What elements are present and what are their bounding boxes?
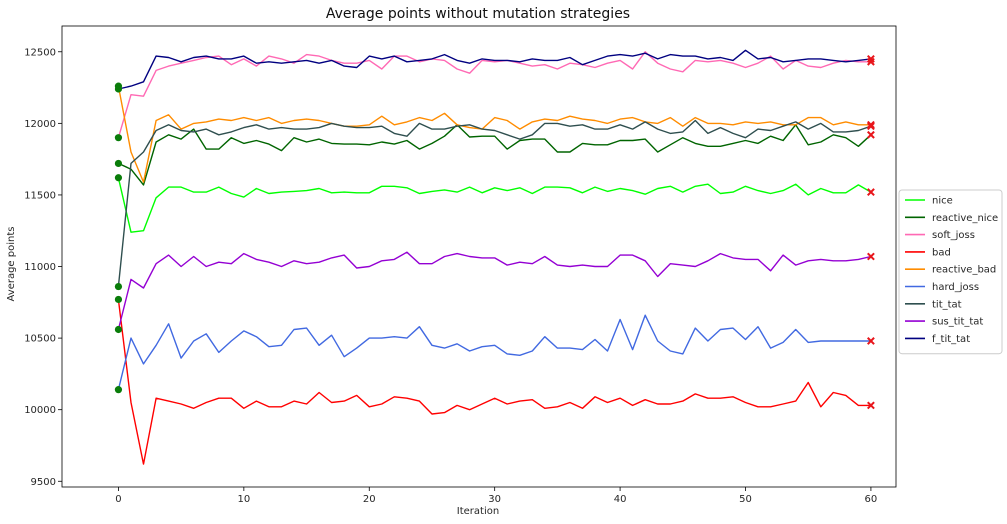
- end-point-reactive_nice: [867, 130, 875, 139]
- legend-label-bad: bad: [932, 247, 951, 258]
- x-axis-label: Iteration: [457, 506, 499, 517]
- series-line-f_tit_tat: [118, 49, 871, 90]
- x-tick-label: 20: [363, 494, 376, 505]
- plot-area: 0 10 20 30 40 50 60 9500 10000 10500 11000 11500 120…: [24, 25, 897, 505]
- x-tick-label: 50: [739, 494, 752, 505]
- start-point-nice: [114, 174, 123, 182]
- end-point-tit_tat: [867, 122, 875, 131]
- start-point-reactive_nice: [114, 159, 123, 168]
- series-line-reactive_nice: [118, 124, 872, 186]
- start-point-tit_tat: [114, 282, 123, 291]
- start-point-f_tit_tat: [114, 85, 123, 93]
- series-line-sus_tit_tat: [117, 251, 872, 330]
- x-tick-label: 40: [614, 494, 627, 505]
- legend-label-soft_joss: soft_joss: [932, 230, 975, 241]
- legend-label-hard_joss: hard_joss: [932, 282, 979, 293]
- end-marker-stroke: [867, 55, 875, 63]
- series-line-soft_joss: [117, 51, 871, 138]
- series-line-nice: [117, 177, 872, 233]
- legend-label-tit_tat: tit_tat: [932, 299, 962, 310]
- y-tick-label: 11500: [24, 190, 56, 201]
- y-tick-label: 12000: [24, 119, 56, 130]
- end-point-bad: [867, 401, 875, 410]
- end-marker-stroke: [867, 337, 875, 345]
- end-marker-stroke: [867, 188, 875, 196]
- y-axis-label: Average points: [6, 227, 17, 302]
- series-line-hard_joss: [117, 314, 871, 390]
- y-tick-label: 10500: [24, 334, 56, 345]
- end-point-f_tit_tat: [867, 55, 875, 63]
- start-point-sus_tit_tat: [114, 325, 123, 334]
- end-marker-stroke: [867, 120, 875, 129]
- series-line-reactive_bad: [117, 85, 871, 183]
- x-tick-label: 10: [237, 494, 250, 505]
- y-tick-label: 9500: [31, 477, 56, 488]
- legend-label-nice: nice: [932, 196, 953, 207]
- end-marker-stroke: [867, 122, 875, 131]
- legend-label-f_tit_tat: f_tit_tat: [932, 334, 970, 345]
- start-point-hard_joss: [114, 386, 123, 394]
- y-tick-label: 12500: [24, 47, 56, 58]
- end-point-reactive_bad: [867, 120, 875, 129]
- series-line-bad: [117, 299, 871, 465]
- end-marker-stroke: [867, 401, 875, 410]
- end-point-nice: [867, 188, 875, 196]
- end-point-hard_joss: [867, 337, 875, 345]
- y-tick-label: 10000: [24, 405, 56, 416]
- legend-label-reactive_nice: reactive_nice: [932, 213, 998, 224]
- x-tick-label: 0: [115, 494, 121, 505]
- legend-label-sus_tit_tat: sus_tit_tat: [932, 317, 983, 328]
- series-line-tit_tat: [117, 119, 872, 287]
- start-point-bad: [114, 295, 123, 304]
- y-tick-label: 11000: [24, 262, 56, 273]
- legend-label-reactive_bad: reactive_bad: [932, 265, 996, 276]
- legend-box: [898, 189, 1003, 355]
- end-marker-stroke: [867, 130, 875, 139]
- x-tick-label: 60: [865, 494, 878, 505]
- start-point-soft_joss: [114, 134, 123, 142]
- x-tick-label: 30: [488, 494, 501, 505]
- end-marker-stroke: [867, 252, 875, 261]
- plot-frame: [61, 25, 897, 488]
- end-point-sus_tit_tat: [867, 252, 875, 261]
- chart-title: Average points without mutation strategi…: [326, 6, 630, 22]
